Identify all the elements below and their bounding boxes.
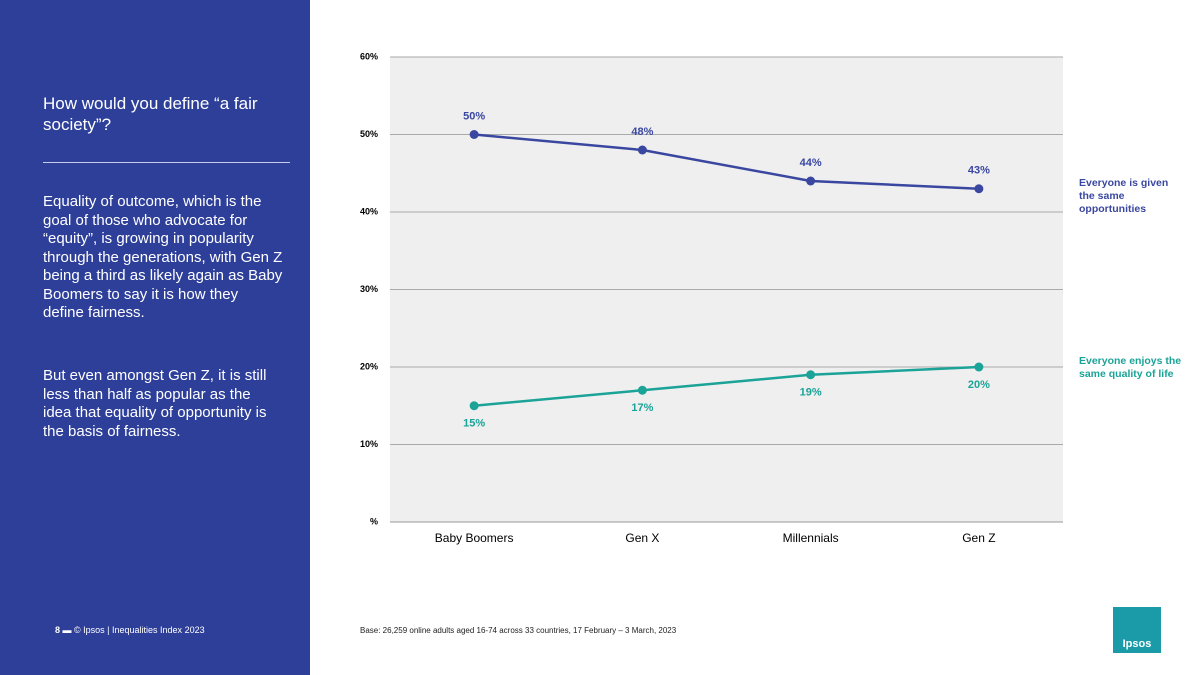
point	[974, 184, 984, 194]
point	[974, 362, 984, 372]
data-label: 43%	[968, 165, 990, 177]
point	[637, 145, 647, 155]
legend-entry: Everyone enjoys the same quality of life	[1079, 355, 1182, 380]
point	[469, 401, 479, 411]
data-label: 44%	[800, 157, 822, 169]
paragraph: But even amongst Gen Z, it is still less…	[43, 367, 267, 440]
point	[469, 130, 479, 139]
data-label: 48%	[631, 126, 653, 138]
y-tick-label: 10%	[360, 439, 378, 449]
y-tick-label: 60%	[360, 51, 378, 61]
divider	[43, 162, 290, 163]
point	[637, 385, 647, 395]
line	[474, 365, 979, 407]
data-label: 17%	[631, 402, 653, 414]
y-tick-label: 40%	[360, 206, 378, 216]
logo: Ipsos	[1113, 607, 1161, 653]
footer-text: © Ipsos | Inequalities Index 2023	[74, 625, 205, 635]
paragraph: Equality of outcome, which is the goal o…	[43, 193, 283, 321]
data-label: 50%	[463, 110, 485, 122]
y-tick-label: 20%	[360, 361, 378, 371]
sidebar-title: How would you define “a fair society”?	[43, 94, 258, 134]
x-tick-label: Millennials	[783, 531, 839, 545]
x-tick-label: Gen Z	[962, 531, 995, 545]
line	[474, 133, 979, 190]
page-number: 8	[55, 625, 61, 635]
point	[806, 370, 816, 380]
y-tick-label: 30%	[360, 284, 378, 294]
legend-entry: Everyone is given the same opportunities	[1079, 176, 1169, 215]
point	[806, 176, 816, 186]
x-tick-label: Baby Boomers	[435, 531, 514, 545]
data-label: 20%	[968, 379, 990, 391]
base-note: Base: 26,259 online adults aged 16-74 ac…	[360, 626, 677, 635]
data-label: 15%	[463, 418, 485, 430]
y-tick-label: 50%	[360, 129, 378, 139]
sidebar: How would you define “a fair society”? E…	[0, 0, 310, 675]
y-tick-label: %	[370, 516, 378, 526]
data-label: 19%	[800, 387, 822, 399]
x-tick-label: Gen X	[625, 531, 659, 545]
footer: 8 ▬ © Ipsos | Inequalities Index 2023	[55, 625, 205, 635]
